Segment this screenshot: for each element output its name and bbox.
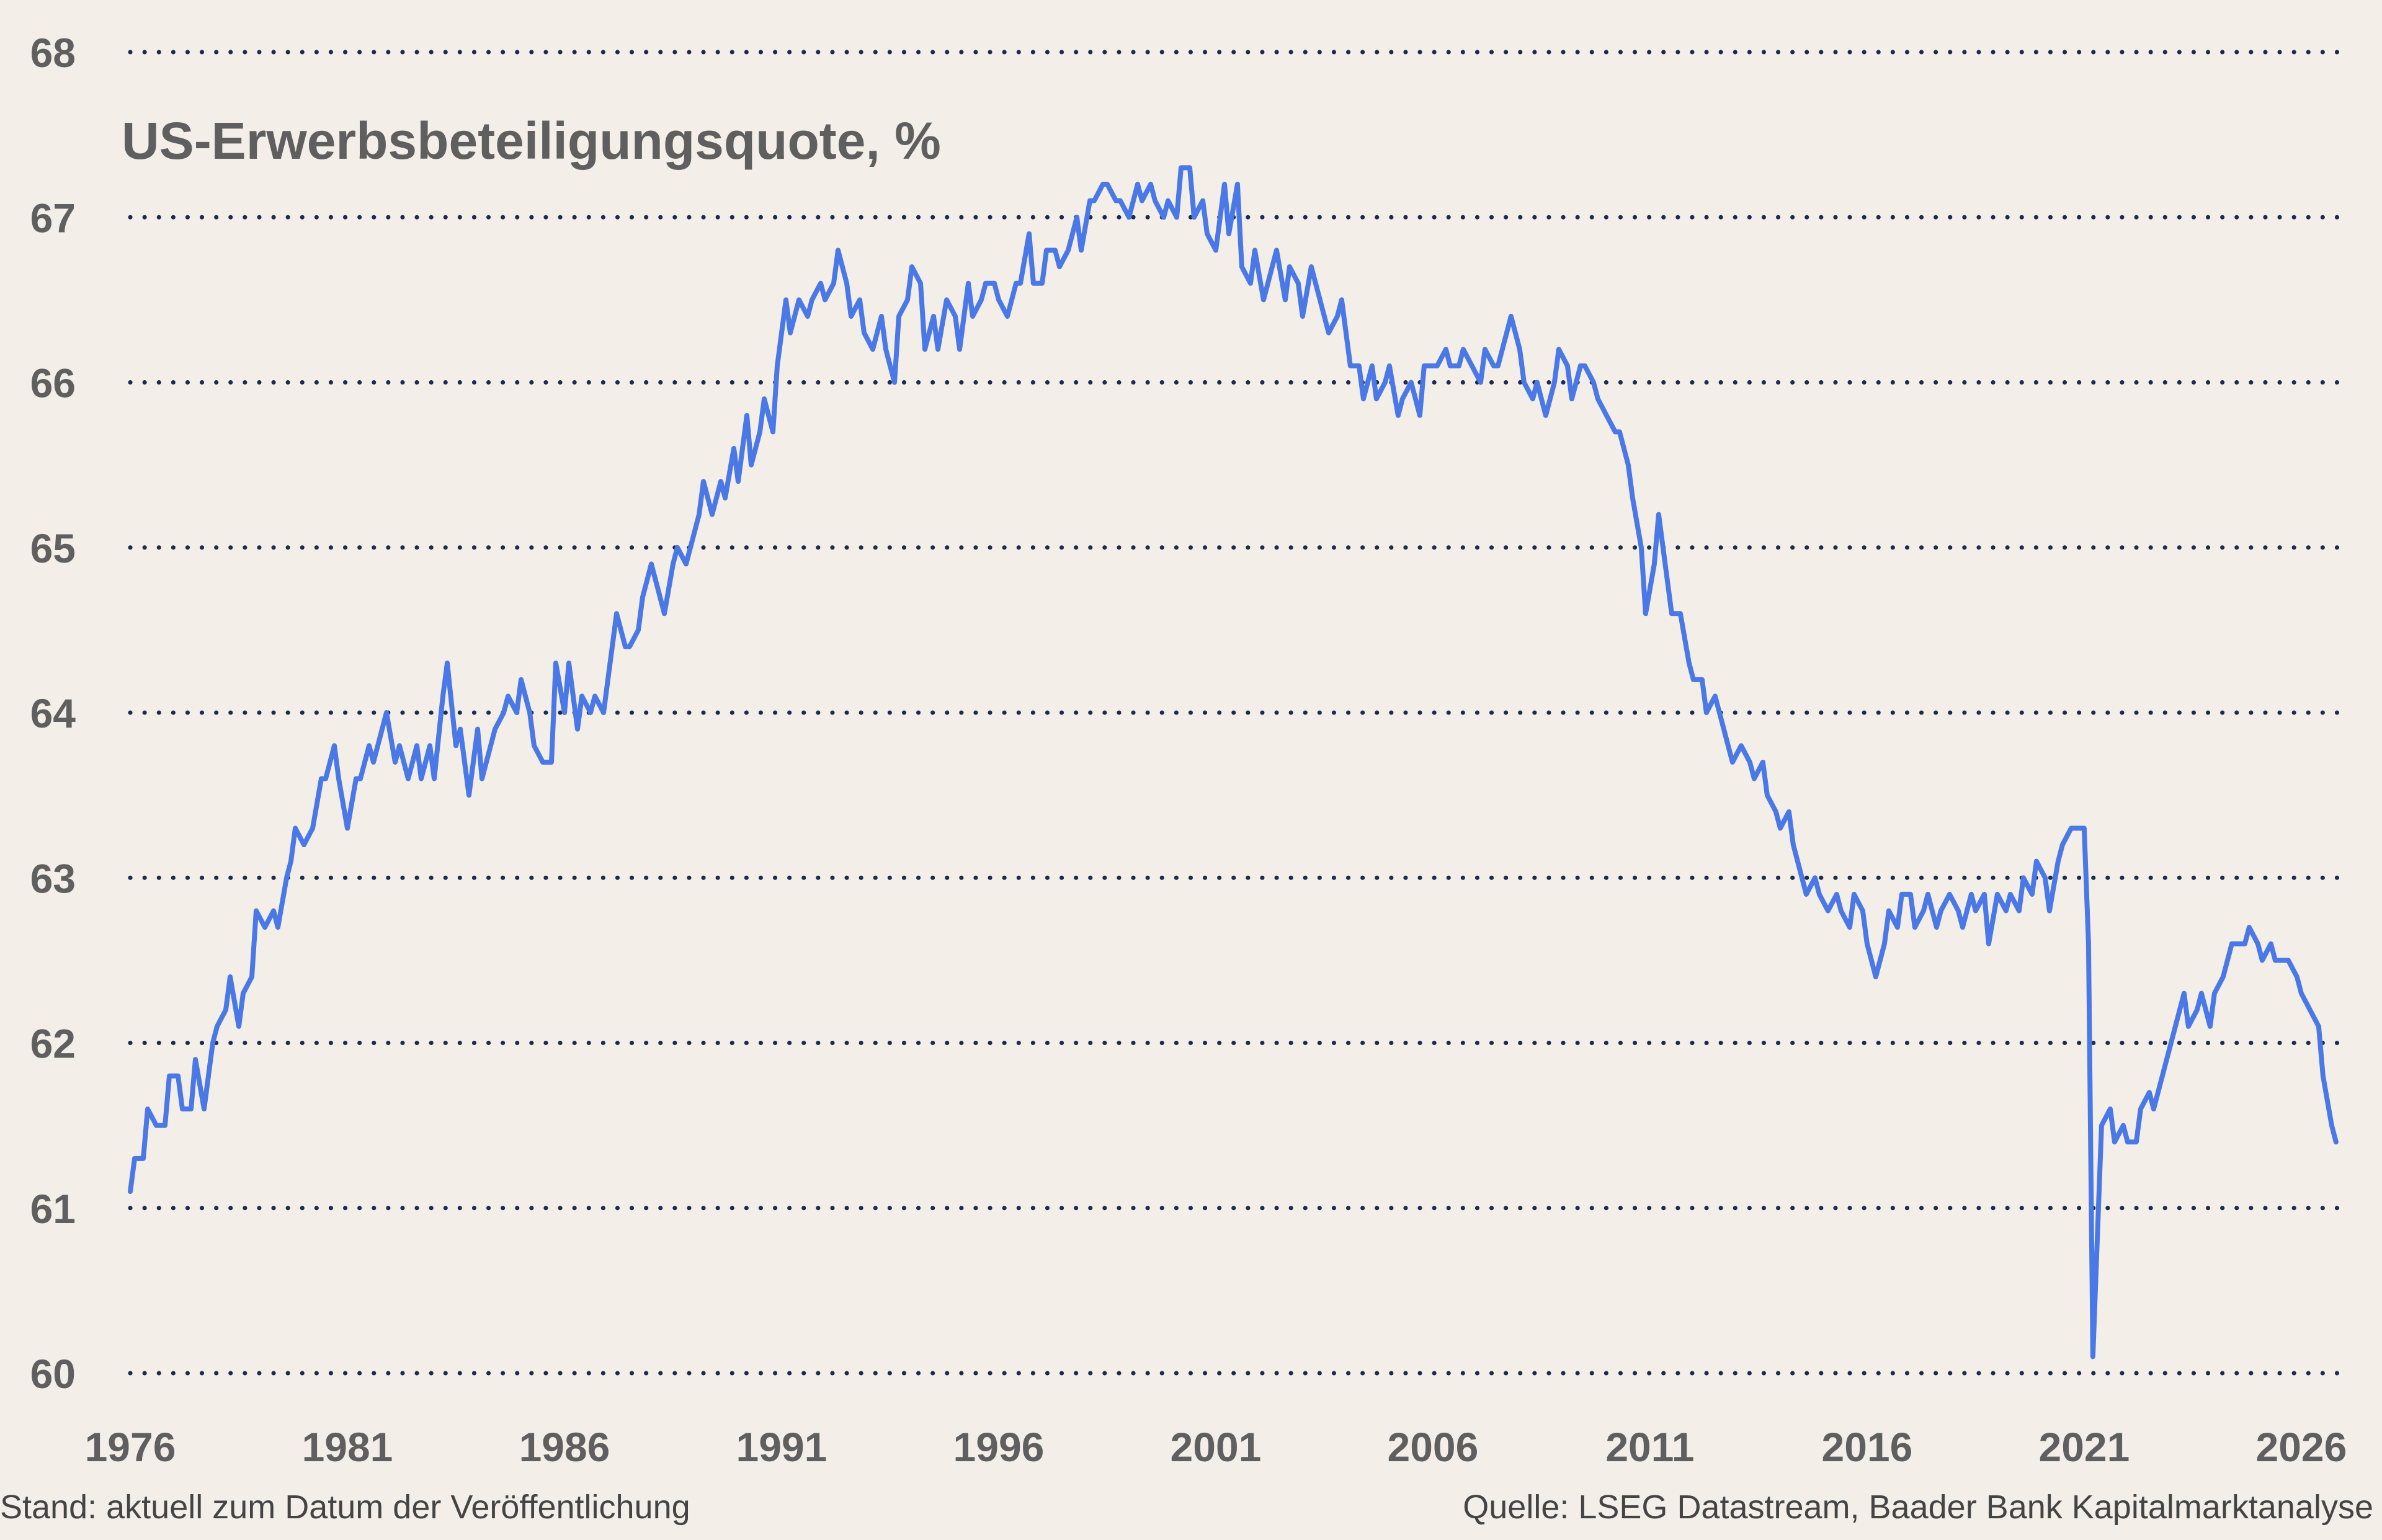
x-tick-label: 1986 [519,1424,610,1470]
x-axis-ticks: 1976 1981 1986 1991 1996 2001 2006 2011 2016 2021… [85,1424,2347,1470]
footer-source: Quelle: LSEG Datastream, Baader Bank Kap… [1463,1489,2373,1526]
x-tick-label: 1976 [85,1424,176,1470]
footer-stand: Stand: aktuell zum Datum der Veröffentli… [0,1489,690,1526]
x-tick-label: 2026 [2255,1424,2347,1470]
x-tick-label: 2011 [1605,1424,1694,1470]
x-tick-label: 1996 [953,1424,1045,1470]
chart-title: US-Erwerbsbeteiligungsquote, % [122,112,941,170]
y-tick-label: 66 [30,360,76,406]
series-line-0 [128,165,2339,1360]
x-tick-label: 2021 [2038,1424,2130,1470]
y-tick-label: 61 [30,1186,76,1232]
series-layer [128,165,2339,1360]
y-tick-label: 60 [30,1351,76,1397]
x-tick-label: 2006 [1388,1424,1479,1470]
y-axis-ticks: 60 61 62 63 64 65 66 67 68 [30,30,76,1397]
y-tick-label: 63 [30,855,76,901]
x-tick-label: 1981 [302,1424,393,1470]
y-tick-label: 68 [30,30,76,76]
x-tick-label: 2001 [1171,1424,1262,1470]
grid-lines [128,50,2341,1376]
y-tick-label: 62 [30,1021,76,1067]
x-tick-label: 1991 [736,1424,827,1470]
y-tick-label: 67 [30,195,76,241]
y-tick-label: 65 [30,525,76,571]
x-tick-label: 2016 [1822,1424,1913,1470]
y-tick-label: 64 [30,690,76,736]
